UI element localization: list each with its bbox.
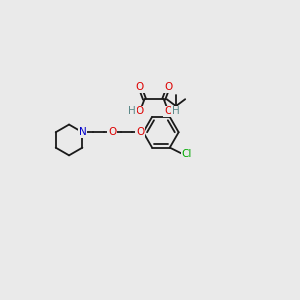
Text: N: N (79, 127, 86, 137)
Text: H: H (128, 106, 136, 116)
Text: O: O (108, 127, 116, 137)
Text: H: H (172, 106, 180, 116)
Text: O: O (136, 106, 144, 116)
Text: O: O (164, 106, 172, 116)
Text: O: O (136, 127, 144, 137)
Text: Cl: Cl (182, 149, 192, 159)
Text: O: O (164, 82, 172, 92)
Text: O: O (136, 82, 144, 92)
